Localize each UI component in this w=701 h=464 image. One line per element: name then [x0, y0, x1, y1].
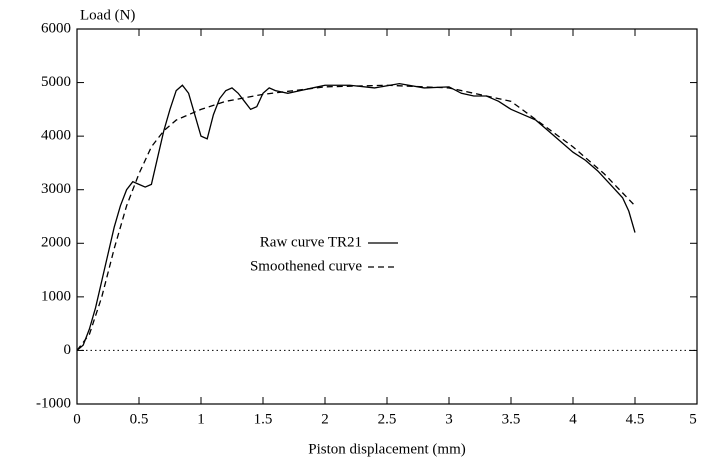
- y-tick-label: 2000: [41, 235, 71, 251]
- x-tick-label: 1.5: [254, 411, 273, 427]
- x-tick-label: 3.5: [502, 411, 521, 427]
- data-line: [76, 82, 636, 351]
- x-tick-label: 2: [321, 411, 329, 427]
- x-tick-label: 5: [689, 411, 697, 427]
- x-tick-label: 4: [569, 411, 577, 427]
- data-line: [76, 84, 636, 351]
- x-tick-label: 1: [197, 411, 205, 427]
- y-tick-label: 3000: [41, 181, 71, 197]
- y-tick-label: 0: [64, 342, 72, 358]
- x-tick-label: 4.5: [626, 411, 645, 427]
- y-tick-label: -1000: [36, 395, 71, 411]
- y-tick-label: 1000: [41, 288, 71, 304]
- y-tick-label: 4000: [41, 128, 71, 144]
- legend-label: Smoothened curve: [250, 258, 362, 274]
- x-tick-label: 3: [445, 411, 453, 427]
- y-tick-label: 5000: [41, 74, 71, 90]
- legend-label: Raw curve TR21: [260, 234, 362, 250]
- x-tick-label: 0: [73, 411, 81, 427]
- x-axis-label: Piston displacement (mm): [308, 441, 465, 457]
- x-tick-label: 2.5: [378, 411, 397, 427]
- y-axis-label: Load (N): [80, 7, 135, 23]
- y-tick-label: 6000: [41, 20, 71, 36]
- x-tick-label: 0.5: [130, 411, 149, 427]
